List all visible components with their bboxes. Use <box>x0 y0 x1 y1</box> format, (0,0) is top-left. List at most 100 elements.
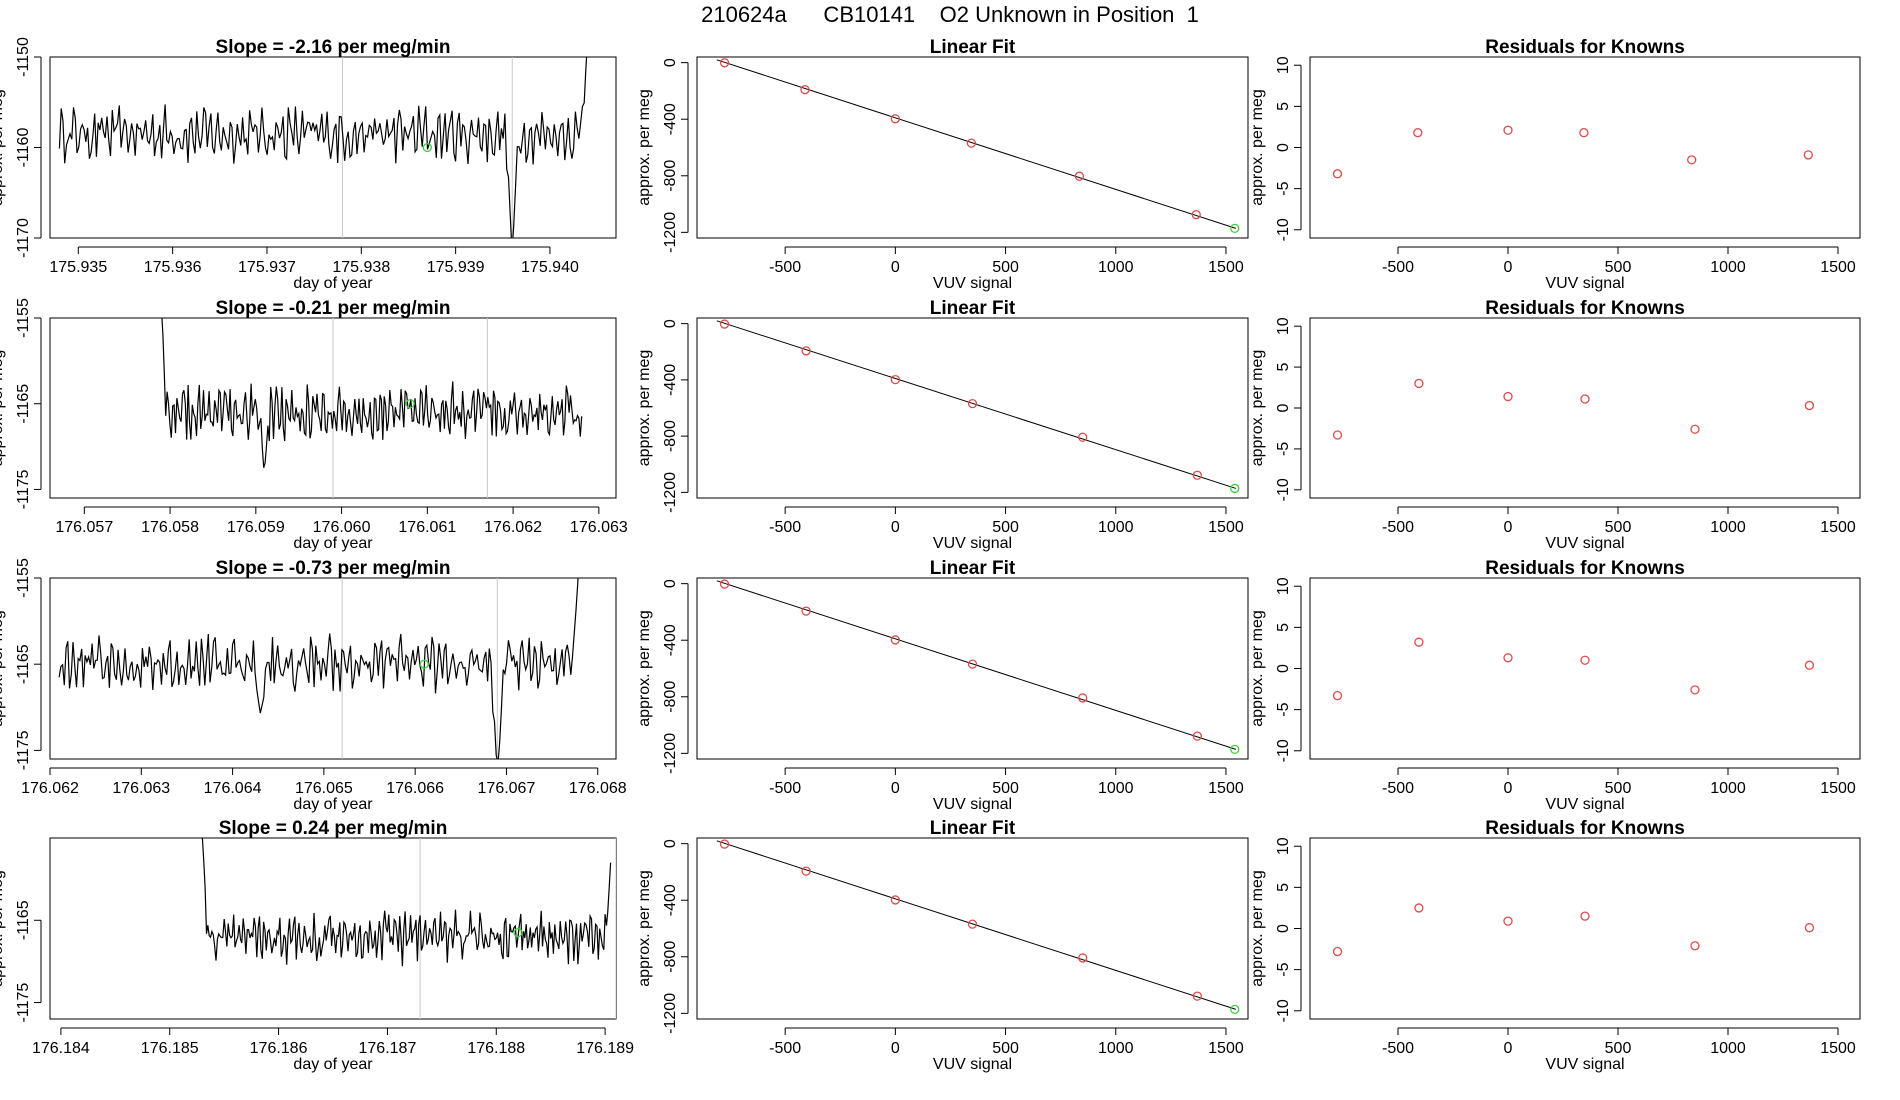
residual-point <box>1803 150 1813 160</box>
x-tick-label: -500 <box>769 780 801 797</box>
known-point <box>1078 953 1088 963</box>
x-tick-label: 176.189 <box>576 1040 634 1057</box>
unknown-point <box>422 142 432 153</box>
x-axis-label: day of year <box>293 275 373 292</box>
data-series-line <box>58 578 579 759</box>
chart-title: Slope = -2.16 per meg/min <box>216 37 451 58</box>
known-point <box>800 85 810 95</box>
x-tick-label: 500 <box>992 519 1019 536</box>
known-point <box>967 398 978 409</box>
x-tick-label: 176.188 <box>467 1040 525 1057</box>
x-tick-label: 0 <box>891 780 900 797</box>
x-tick-label: 1500 <box>1820 780 1856 797</box>
known-point <box>890 374 901 385</box>
y-tick-label: -1200 <box>662 472 679 513</box>
plot-area <box>716 319 1240 494</box>
residual-point <box>1804 660 1815 670</box>
x-tick-label: 0 <box>891 1040 900 1057</box>
plot-area <box>1332 378 1815 440</box>
x-axis-label: VUV signal <box>1545 796 1624 813</box>
chart-title: Residuals for Knowns <box>1485 37 1685 58</box>
x-tick-label: 0 <box>1504 1040 1513 1057</box>
known-point <box>1078 432 1088 442</box>
chart-title: Residuals for Knowns <box>1485 298 1685 319</box>
y-tick-label: -400 <box>662 624 679 656</box>
x-tick-label: 0 <box>1504 780 1513 797</box>
x-tick-label: 1500 <box>1208 519 1244 536</box>
residual-point <box>1580 394 1590 404</box>
plot-frame <box>696 577 1249 760</box>
residual-point <box>1687 155 1697 165</box>
plot-frame <box>49 56 617 239</box>
known-point <box>719 839 730 849</box>
unknown-point <box>513 927 523 938</box>
x-tick-label: 1000 <box>1710 780 1746 797</box>
residual-point <box>1690 685 1700 695</box>
y-tick-label: 10 <box>1275 56 1292 74</box>
plot-frame <box>1309 577 1861 760</box>
x-tick-label: 176.059 <box>227 519 285 536</box>
y-tick-label: 0 <box>662 579 679 588</box>
residual-point <box>1804 923 1815 933</box>
x-axis-label: VUV signal <box>1545 275 1624 292</box>
y-axis-label: approx. per meg <box>1249 610 1266 727</box>
y-tick-label: 5 <box>1275 623 1292 632</box>
y-tick-label: -1175 <box>15 469 32 509</box>
y-tick-label: -5 <box>1275 702 1292 716</box>
y-axis-label: approx. per meg <box>636 610 653 727</box>
y-tick-label: -5 <box>1275 181 1292 195</box>
x-tick-label: 1500 <box>1208 780 1244 797</box>
y-axis-label: approx. per meg <box>1249 870 1266 987</box>
x-tick-label: 500 <box>1605 780 1632 797</box>
chart-title: Slope = 0.24 per meg/min <box>219 818 448 839</box>
y-tick-label: -1200 <box>662 212 679 253</box>
x-tick-label: 176.057 <box>55 519 113 536</box>
residual-point <box>1414 637 1424 647</box>
plot-area <box>161 318 583 498</box>
y-tick-label: -800 <box>662 420 679 452</box>
x-tick-label: -500 <box>1382 1040 1414 1057</box>
residual-point <box>1414 903 1424 913</box>
y-tick-label: -800 <box>662 681 679 713</box>
known-point <box>1192 991 1202 1001</box>
x-tick-label: 500 <box>992 780 1019 797</box>
chart-panel-linear-fit-1: Linear Fit -500 0 500 1000 1500 VUV signal 0 -40… <box>636 37 1249 292</box>
y-axis-label: approx. per meg <box>636 870 653 987</box>
y-tick-label: -800 <box>662 160 679 192</box>
plot-frame <box>1309 56 1861 239</box>
known-point <box>890 114 901 124</box>
y-tick-label: -1200 <box>662 993 679 1034</box>
y-tick-label: -1155 <box>15 298 32 338</box>
y-tick-label: 0 <box>1275 924 1292 933</box>
x-axis-label: VUV signal <box>933 535 1012 552</box>
chart-title: Linear Fit <box>930 37 1016 58</box>
y-tick-label: -10 <box>1275 478 1292 501</box>
x-tick-label: 176.063 <box>112 780 170 797</box>
x-tick-label: 176.062 <box>21 780 79 797</box>
x-tick-label: 1000 <box>1710 1040 1746 1057</box>
chart-panel-residuals-4: Residuals for Knowns -500 0 500 1000 1500 VUV … <box>1249 818 1861 1073</box>
residual-point <box>1804 400 1815 411</box>
y-tick-label: 0 <box>662 319 679 328</box>
residual-point <box>1414 378 1424 389</box>
residual-point <box>1332 946 1343 957</box>
chart-title: Linear Fit <box>930 298 1016 319</box>
x-tick-label: -500 <box>769 259 801 276</box>
known-point <box>1192 731 1202 741</box>
x-tick-label: 0 <box>891 259 900 276</box>
plot-frame <box>696 837 1249 1020</box>
y-tick-label: -1175 <box>15 730 32 770</box>
x-tick-label: 1000 <box>1710 519 1746 536</box>
x-tick-label: 175.939 <box>427 259 485 276</box>
chart-panel-linear-fit-3: Linear Fit -500 0 500 1000 1500 VUV signal 0 -40… <box>636 558 1249 813</box>
y-tick-label: -10 <box>1275 218 1292 241</box>
chart-panel-linear-fit-2: Linear Fit -500 0 500 1000 1500 VUV signal 0 -40… <box>636 298 1249 552</box>
x-tick-label: 176.067 <box>478 780 536 797</box>
known-point <box>1192 470 1202 480</box>
x-tick-label: 1000 <box>1710 259 1746 276</box>
known-point <box>719 58 730 68</box>
chart-panel-time-series-1: Slope = -2.16 per meg/min 175.935 175.936 1… <box>0 37 617 292</box>
y-tick-label: -1165 <box>15 644 32 684</box>
y-tick-label: -1155 <box>15 558 32 598</box>
x-tick-label: 1000 <box>1098 259 1134 276</box>
